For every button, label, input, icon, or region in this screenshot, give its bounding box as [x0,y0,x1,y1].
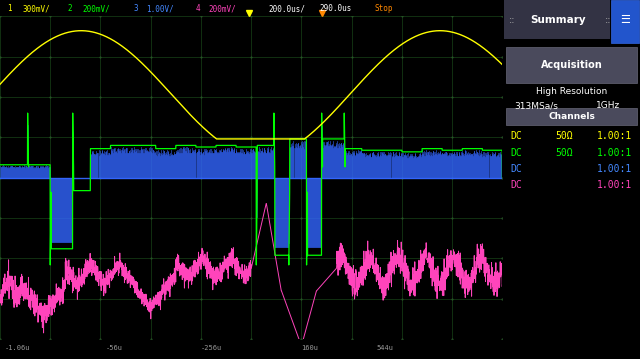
Text: DC: DC [511,164,522,174]
Text: 1.00V/: 1.00V/ [146,4,173,13]
Text: Channels: Channels [548,112,595,121]
Text: ::: :: [509,15,516,25]
Text: Summary: Summary [531,15,586,25]
Text: 200mV/: 200mV/ [83,4,111,13]
Text: -56u: -56u [106,345,122,351]
Text: 4: 4 [196,4,200,13]
Text: 50Ω: 50Ω [556,131,573,141]
Text: 290.0us: 290.0us [319,4,351,13]
Text: Acquisition: Acquisition [541,60,603,70]
Text: 200mV/: 200mV/ [209,4,236,13]
Text: DC: DC [511,131,522,141]
Text: 313MSa/s: 313MSa/s [515,101,559,111]
Text: -256u: -256u [201,345,222,351]
Text: 1GHz: 1GHz [596,101,621,111]
Text: DC: DC [511,180,522,190]
Text: 160u: 160u [301,345,319,351]
Text: 2: 2 [68,4,72,13]
Text: 1.00:1: 1.00:1 [596,131,632,141]
Bar [504,0,610,39]
Text: High Resolution: High Resolution [536,87,607,96]
Text: 1.00:1: 1.00:1 [596,180,632,190]
Text: 1: 1 [8,4,12,13]
Text: DC: DC [511,148,522,158]
Text: 3: 3 [133,4,138,13]
Bar [506,108,637,125]
Text: 50Ω: 50Ω [556,148,573,158]
Bar [506,47,637,83]
Text: ☰: ☰ [620,15,630,25]
Text: 1.00:1: 1.00:1 [596,148,632,158]
Text: 544u: 544u [377,345,394,351]
Text: 200.0us/: 200.0us/ [269,4,306,13]
Text: -1.06u: -1.06u [5,345,31,351]
Text: 300mV/: 300mV/ [22,4,51,13]
Bar [611,0,639,43]
Text: ::: :: [605,15,611,25]
Text: Stop: Stop [374,4,393,13]
Text: 1.00:1: 1.00:1 [596,164,632,174]
